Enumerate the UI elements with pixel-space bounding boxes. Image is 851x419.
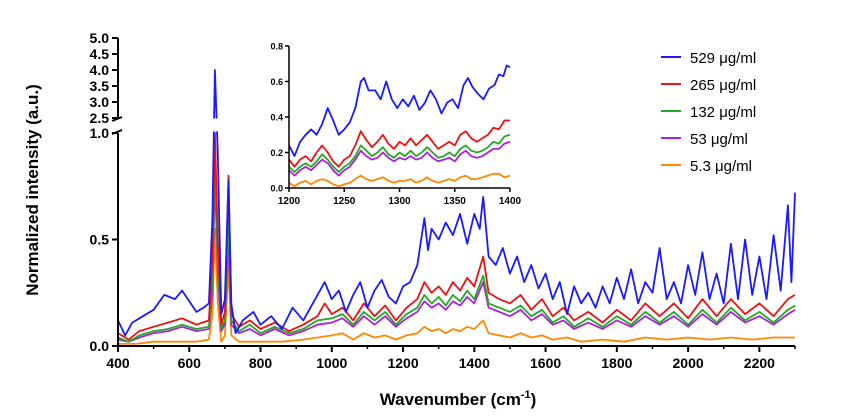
x-tick-label: 1600	[530, 355, 561, 371]
y-tick-label-upper: 2.5	[90, 110, 110, 126]
y-tick-label-upper: 4.0	[90, 62, 110, 78]
x-tick-label: 600	[178, 355, 202, 371]
inset-series-line-0	[288, 64, 511, 157]
legend-label-2: 132 μg/ml	[690, 104, 756, 121]
x-tick-label: 1400	[459, 355, 490, 371]
inset-series-line-1	[288, 119, 510, 168]
y-tick-label-upper: 3.0	[90, 94, 110, 110]
legend-label-0: 529 μg/ml	[690, 50, 756, 67]
inset-x-tick-label: 1400	[499, 196, 522, 207]
y-axis-title: Normalized intensity (a.u.)	[23, 84, 42, 296]
inset-axes: 1200 1250 1300 1350 1400 0.0 0.2 0.4 0.6 0.8	[270, 42, 521, 208]
inset-y-tick-label: 0.2	[270, 148, 283, 158]
x-tick-label: 2000	[673, 355, 704, 371]
inset-series-line-4	[288, 172, 511, 188]
main-axes: 400 600 800 1000 1200 1400 1600 1800 2000 2200 0.0…	[90, 30, 796, 371]
legend: 529 μg/ml 265 μg/ml 132 μg/ml 53 μg/ml 5.3 μ…	[661, 50, 756, 175]
inset-series-lines	[288, 64, 511, 188]
x-tick-label: 400	[106, 355, 130, 371]
axis-break-mark	[111, 116, 123, 122]
legend-label-3: 53 μg/ml	[690, 131, 748, 148]
x-axis-title-superscript: -1	[521, 389, 531, 401]
y-tick-label-upper: 4.5	[90, 46, 110, 62]
inset-chart: 1200 1250 1300 1350 1400 0.0 0.2 0.4 0.6 0.8	[270, 42, 521, 208]
x-tick-label: 800	[249, 355, 273, 371]
main-series-line-4	[118, 227, 795, 345]
inset-x-tick-label: 1300	[388, 196, 411, 207]
main-series-line-0	[117, 69, 796, 337]
inset-x-tick-label: 1250	[333, 196, 356, 207]
x-tick-label: 1000	[316, 355, 347, 371]
inset-y-tick-label: 0.0	[270, 184, 283, 194]
inset-y-tick-label: 0.8	[270, 42, 283, 52]
inset-x-tick-label: 1350	[444, 196, 467, 207]
legend-label-4: 5.3 μg/ml	[690, 158, 752, 175]
inset-series-line-3	[288, 140, 511, 177]
y-tick-label-lower: 1.0	[90, 125, 110, 141]
inset-x-tick-label: 1200	[278, 196, 301, 207]
y-tick-label-upper: 5.0	[90, 30, 110, 46]
x-axis-title: Wavenumber (cm-1)	[380, 389, 537, 409]
y-tick-label-lower: 0.0	[90, 338, 110, 354]
x-axis-title-tail: )	[531, 390, 537, 409]
x-axis-title-main: Wavenumber (cm	[380, 390, 521, 409]
inset-y-tick-label: 0.6	[270, 77, 283, 87]
inset-background	[288, 44, 511, 190]
axis-break-mark	[111, 129, 123, 135]
x-tick-label: 1800	[601, 355, 632, 371]
inset-series-line-2	[288, 133, 511, 173]
y-tick-label-upper: 3.5	[90, 78, 110, 94]
x-tick-label: 1200	[387, 355, 418, 371]
inset-y-tick-label: 0.4	[270, 113, 283, 123]
x-tick-label: 2200	[744, 355, 775, 371]
legend-label-1: 265 μg/ml	[690, 77, 756, 94]
y-tick-label-lower: 0.5	[90, 232, 110, 248]
